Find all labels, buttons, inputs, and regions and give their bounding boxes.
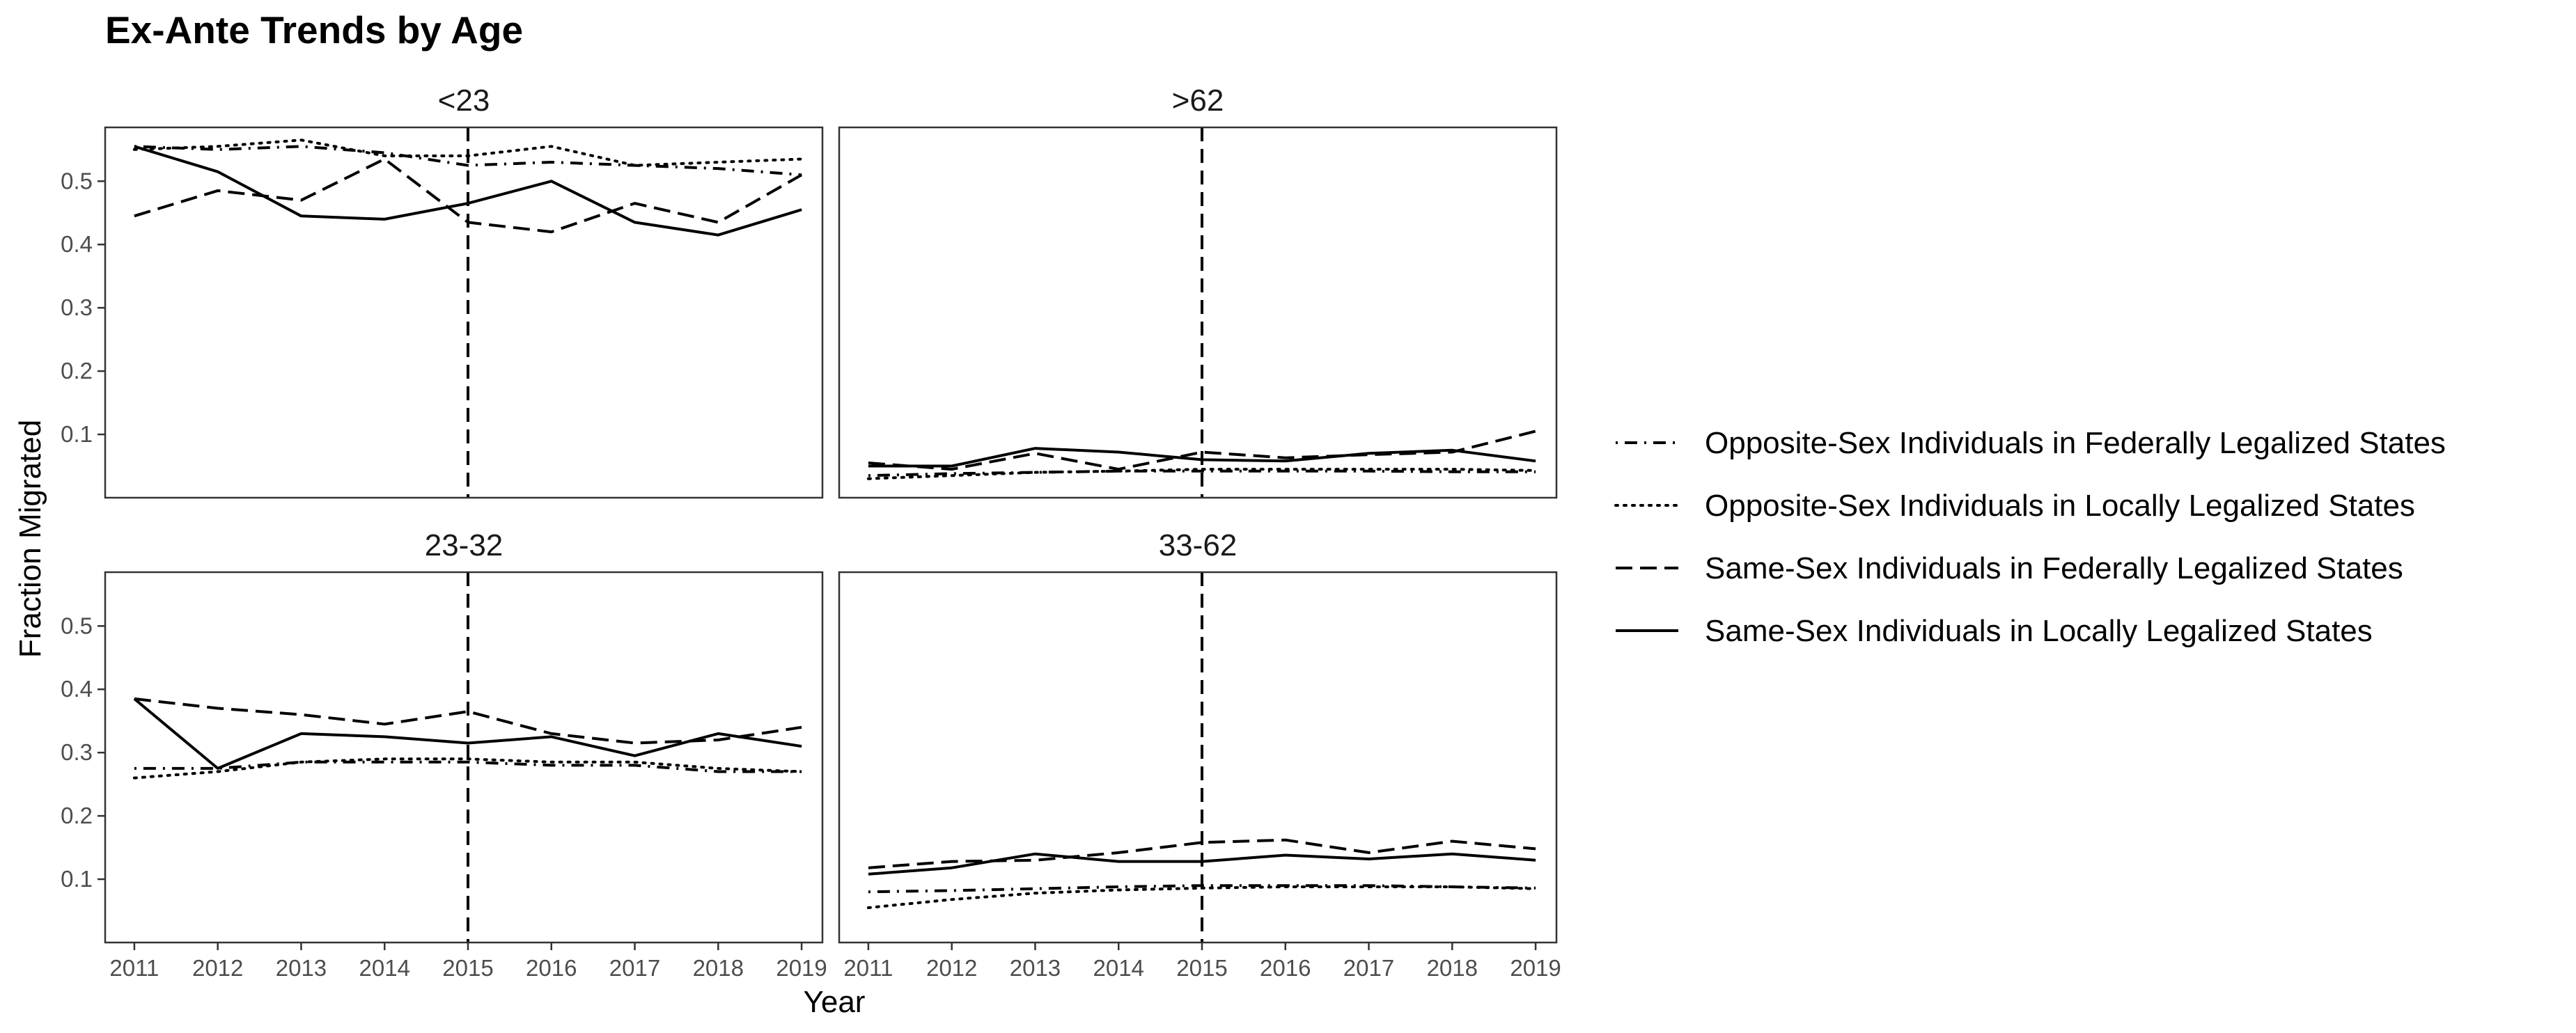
- x-axis-label: Year: [804, 985, 866, 1019]
- legend-item: Same-Sex Individuals in Federally Legali…: [1616, 551, 2403, 585]
- legend-item: Opposite-Sex Individuals in Locally Lega…: [1614, 489, 2415, 523]
- y-tick-label: 0.3: [61, 294, 93, 320]
- y-tick-label: 0.4: [61, 231, 93, 257]
- legend-label: Opposite-Sex Individuals in Federally Le…: [1705, 426, 2446, 460]
- y-axis-label: Fraction Migrated: [13, 420, 47, 658]
- x-tick-label: 2017: [609, 955, 660, 981]
- panel-over-62: >62: [838, 84, 1558, 499]
- y-tick-label: 0.5: [61, 613, 93, 638]
- x-tick-label: 2019: [1510, 955, 1561, 981]
- legend: Opposite-Sex Individuals in Federally Le…: [1614, 426, 2446, 648]
- series-line-dotdash: [134, 145, 802, 177]
- panel-border: [838, 571, 1558, 944]
- series-line-dashed: [868, 429, 1536, 471]
- x-tick-label: 2013: [1010, 955, 1061, 981]
- x-tick-label: 2011: [843, 955, 893, 981]
- series-line-dotted: [866, 468, 1538, 480]
- panel-strip-label: 23-32: [425, 528, 504, 562]
- chart-title: Ex-Ante Trends by Age: [105, 8, 523, 52]
- panel-border: [838, 126, 1558, 499]
- x-tick-label: 2011: [109, 955, 159, 981]
- series-line-dotdash: [868, 469, 1536, 478]
- panel-age-33-62: 33-62 2011 2012 2013 2014 2015 2016 2017 2018 201…: [838, 528, 1561, 981]
- y-tick-label: 0.3: [61, 739, 93, 765]
- panel-strip-label: >62: [1172, 84, 1224, 118]
- series-line-dashed: [868, 838, 1536, 869]
- x-tick-label: 2018: [1427, 955, 1478, 981]
- legend-label: Same-Sex Individuals in Federally Legali…: [1705, 551, 2403, 585]
- y-tick-label: 0.1: [61, 866, 93, 892]
- x-tick-label: 2016: [1260, 955, 1311, 981]
- x-tick-label: 2012: [192, 955, 243, 981]
- panel-border: [104, 126, 824, 499]
- x-tick-label: 2014: [359, 955, 410, 981]
- legend-item: Same-Sex Individuals in Locally Legalize…: [1616, 614, 2373, 648]
- series-line-dotted: [132, 757, 804, 780]
- series-line-solid: [133, 697, 802, 770]
- x-tick-label: 2012: [926, 955, 977, 981]
- x-tick-label: 2018: [693, 955, 744, 981]
- panel-strip-label: 33-62: [1159, 528, 1238, 562]
- x-tick-label: 2015: [1176, 955, 1227, 981]
- y-tick-label: 0.1: [61, 421, 93, 447]
- legend-label: Same-Sex Individuals in Locally Legalize…: [1705, 614, 2373, 648]
- panel-under-23: <23 0.1 0.2 0.3 0.4 0.5: [61, 84, 824, 499]
- x-tick-label: 2014: [1093, 955, 1144, 981]
- facet-panels: <23 0.1 0.2 0.3 0.4 0.5 >62 23-32 0.1 0.2 0.3 0.4 0.…: [61, 84, 1561, 981]
- series-line-dotdash: [134, 760, 802, 773]
- x-tick-label: 2019: [776, 955, 827, 981]
- y-tick-label: 0.2: [61, 803, 93, 828]
- panel-age-23-32: 23-32 0.1 0.2 0.3 0.4 0.5 2011 2012 2013 2014 2015…: [61, 528, 827, 981]
- y-tick-label: 0.2: [61, 358, 93, 384]
- panel-border: [104, 571, 824, 944]
- panel-strip-label: <23: [438, 84, 490, 118]
- legend-item: Opposite-Sex Individuals in Federally Le…: [1616, 426, 2446, 460]
- x-tick-label: 2017: [1343, 955, 1394, 981]
- x-tick-label: 2013: [276, 955, 327, 981]
- y-tick-label: 0.4: [61, 676, 93, 702]
- y-tick-label: 0.5: [61, 168, 93, 194]
- legend-label: Opposite-Sex Individuals in Locally Lega…: [1705, 489, 2415, 523]
- x-tick-label: 2015: [442, 955, 493, 981]
- x-tick-label: 2016: [526, 955, 577, 981]
